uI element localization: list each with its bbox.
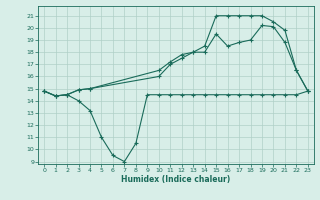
X-axis label: Humidex (Indice chaleur): Humidex (Indice chaleur) <box>121 175 231 184</box>
